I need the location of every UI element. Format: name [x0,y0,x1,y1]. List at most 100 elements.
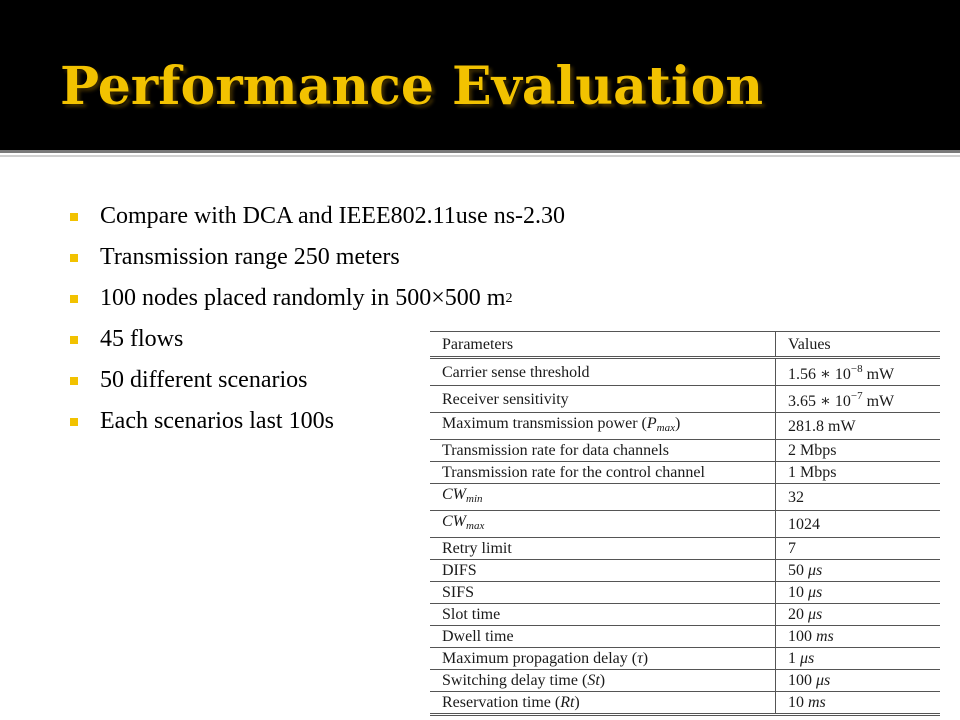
value-cell: 20 μs [775,603,940,626]
value-text: 100 [788,628,816,645]
value-text: mW [862,366,895,383]
table-row: Slot time 20 μs [430,603,940,626]
bullet-text: 45 flows [100,326,184,352]
parameter-cell: Receiver sensitivity [430,385,776,413]
square-bullet-icon [70,253,78,262]
table-row: SIFS 10 μs [430,581,940,604]
value-text: 1 [788,650,800,667]
table-row: Receiver sensitivity 3.65 ∗ 10−7 mW [430,385,940,413]
parameter-cell: Retry limit [430,537,776,560]
header-values: Values [775,331,940,359]
table-row: Dwell time 100 ms [430,625,940,648]
bullet-text: Compare with DCA and IEEE802.11use ns-2.… [100,203,566,229]
parameter-text: ) [574,694,580,711]
table-row: Switching delay time (St) 100 μs [430,669,940,692]
parameter-text: Transmission rate for data channels [442,442,669,459]
value-text: ms [808,694,826,711]
parameter-cell: Transmission rate for the control channe… [430,461,776,484]
parameter-text: St [587,672,600,689]
parameter-text: min [466,493,483,505]
parameter-text: SIFS [442,584,475,601]
value-cell: 281.8 mW [775,412,940,440]
bullet-item: 50 different scenarios [70,360,565,401]
value-text: 50 [788,562,808,579]
value-cell: 1 μs [775,647,940,670]
value-text: μs [800,650,815,667]
parameter-cell: Reservation time (Rt) [430,691,776,716]
slide-title: Performance Evaluation [60,56,764,117]
value-cell: 10 ms [775,691,940,716]
value-cell: 1024 [775,510,940,538]
parameter-text: Maximum transmission power ( [442,415,647,432]
parameter-text: CW [442,513,466,530]
table-row: Maximum propagation delay (τ) 1 μs [430,647,940,670]
value-text: 10 [788,584,808,601]
parameter-text: Dwell time [442,628,514,645]
parameter-text: ) [599,672,606,689]
value-text: −8 [850,363,863,375]
table-row: Retry limit 7 [430,537,940,560]
parameter-text: max [656,422,675,434]
table-row: Reservation time (Rt) 10 ms [430,691,940,716]
value-cell: 1.56 ∗ 10−8 mW [775,357,940,386]
value-text: ms [816,628,834,645]
parameter-text: Maximum propagation delay ( [442,650,638,667]
parameter-table: Parameters Values Carrier sense threshol… [430,331,940,716]
parameter-text: Transmission rate for the control channe… [442,464,705,481]
value-text: 20 [788,606,808,623]
parameter-cell: Maximum transmission power (Pmax) [430,412,776,440]
value-text: μs [808,562,823,579]
value-cell: 3.65 ∗ 10−7 mW [775,385,940,413]
value-text: mW [862,393,895,410]
parameter-text: Carrier sense threshold [442,363,590,381]
value-text: 100 [788,672,816,689]
bullet-item: 45 flows [70,319,565,360]
parameter-cell: CWmax [430,510,776,538]
title-divider-light [0,155,960,157]
parameter-text: Receiver sensitivity [442,390,569,408]
value-text: 2 Mbps [788,442,837,459]
value-text: 10 [788,694,808,711]
value-text: 32 [788,488,804,506]
value-cell: 50 μs [775,559,940,582]
value-cell: 10 μs [775,581,940,604]
parameter-text: Retry limit [442,540,512,557]
parameter-text: CW [442,486,466,503]
table-row: Maximum transmission power (Pmax) 281.8 m… [430,412,940,440]
bullet-item: Each scenarios last 100s [70,401,565,442]
table-header-row: Parameters Values [430,331,940,359]
bullet-text: Each scenarios last 100s [100,408,334,434]
value-text: μs [816,672,831,689]
parameter-cell: Switching delay time (St) [430,669,776,692]
value-cell: 100 μs [775,669,940,692]
square-bullet-icon [70,294,78,303]
bullet-text: Transmission range 250 meters [100,244,400,270]
parameter-cell: Dwell time [430,625,776,648]
bullet-item: Transmission range 250 meters [70,237,565,278]
parameter-text: Slot time [442,606,501,623]
table-row: Transmission rate for the control channe… [430,461,940,484]
value-text: 1.56 ∗ 10 [788,366,851,383]
table-row: Carrier sense threshold 1.56 ∗ 10−8 mW [430,357,940,386]
square-bullet-icon [70,376,78,385]
value-cell: 7 [775,537,940,560]
parameter-text: ) [674,415,681,432]
bullet-list: Compare with DCA and IEEE802.11use ns-2.… [70,196,565,442]
value-text: 1 Mbps [788,464,837,481]
parameter-cell: SIFS [430,581,776,604]
value-text: 7 [788,540,796,557]
bullet-text: 100 nodes placed randomly in 500×500 m [100,285,506,311]
parameter-text: Reservation time ( [442,694,561,711]
parameter-text: P [646,415,657,432]
square-bullet-icon [70,212,78,221]
bullet-item: Compare with DCA and IEEE802.11use ns-2.… [70,196,565,237]
parameter-text: Rt [560,694,575,711]
parameter-cell: Carrier sense threshold [430,357,776,386]
parameter-cell: Transmission rate for data channels [430,439,776,462]
parameter-text: ) [642,650,649,667]
value-text: 281.8 mW [788,417,856,435]
value-text: μs [808,606,823,623]
value-text: 1024 [788,515,820,533]
square-bullet-icon [70,335,78,344]
value-text: 3.65 ∗ 10 [788,393,851,410]
